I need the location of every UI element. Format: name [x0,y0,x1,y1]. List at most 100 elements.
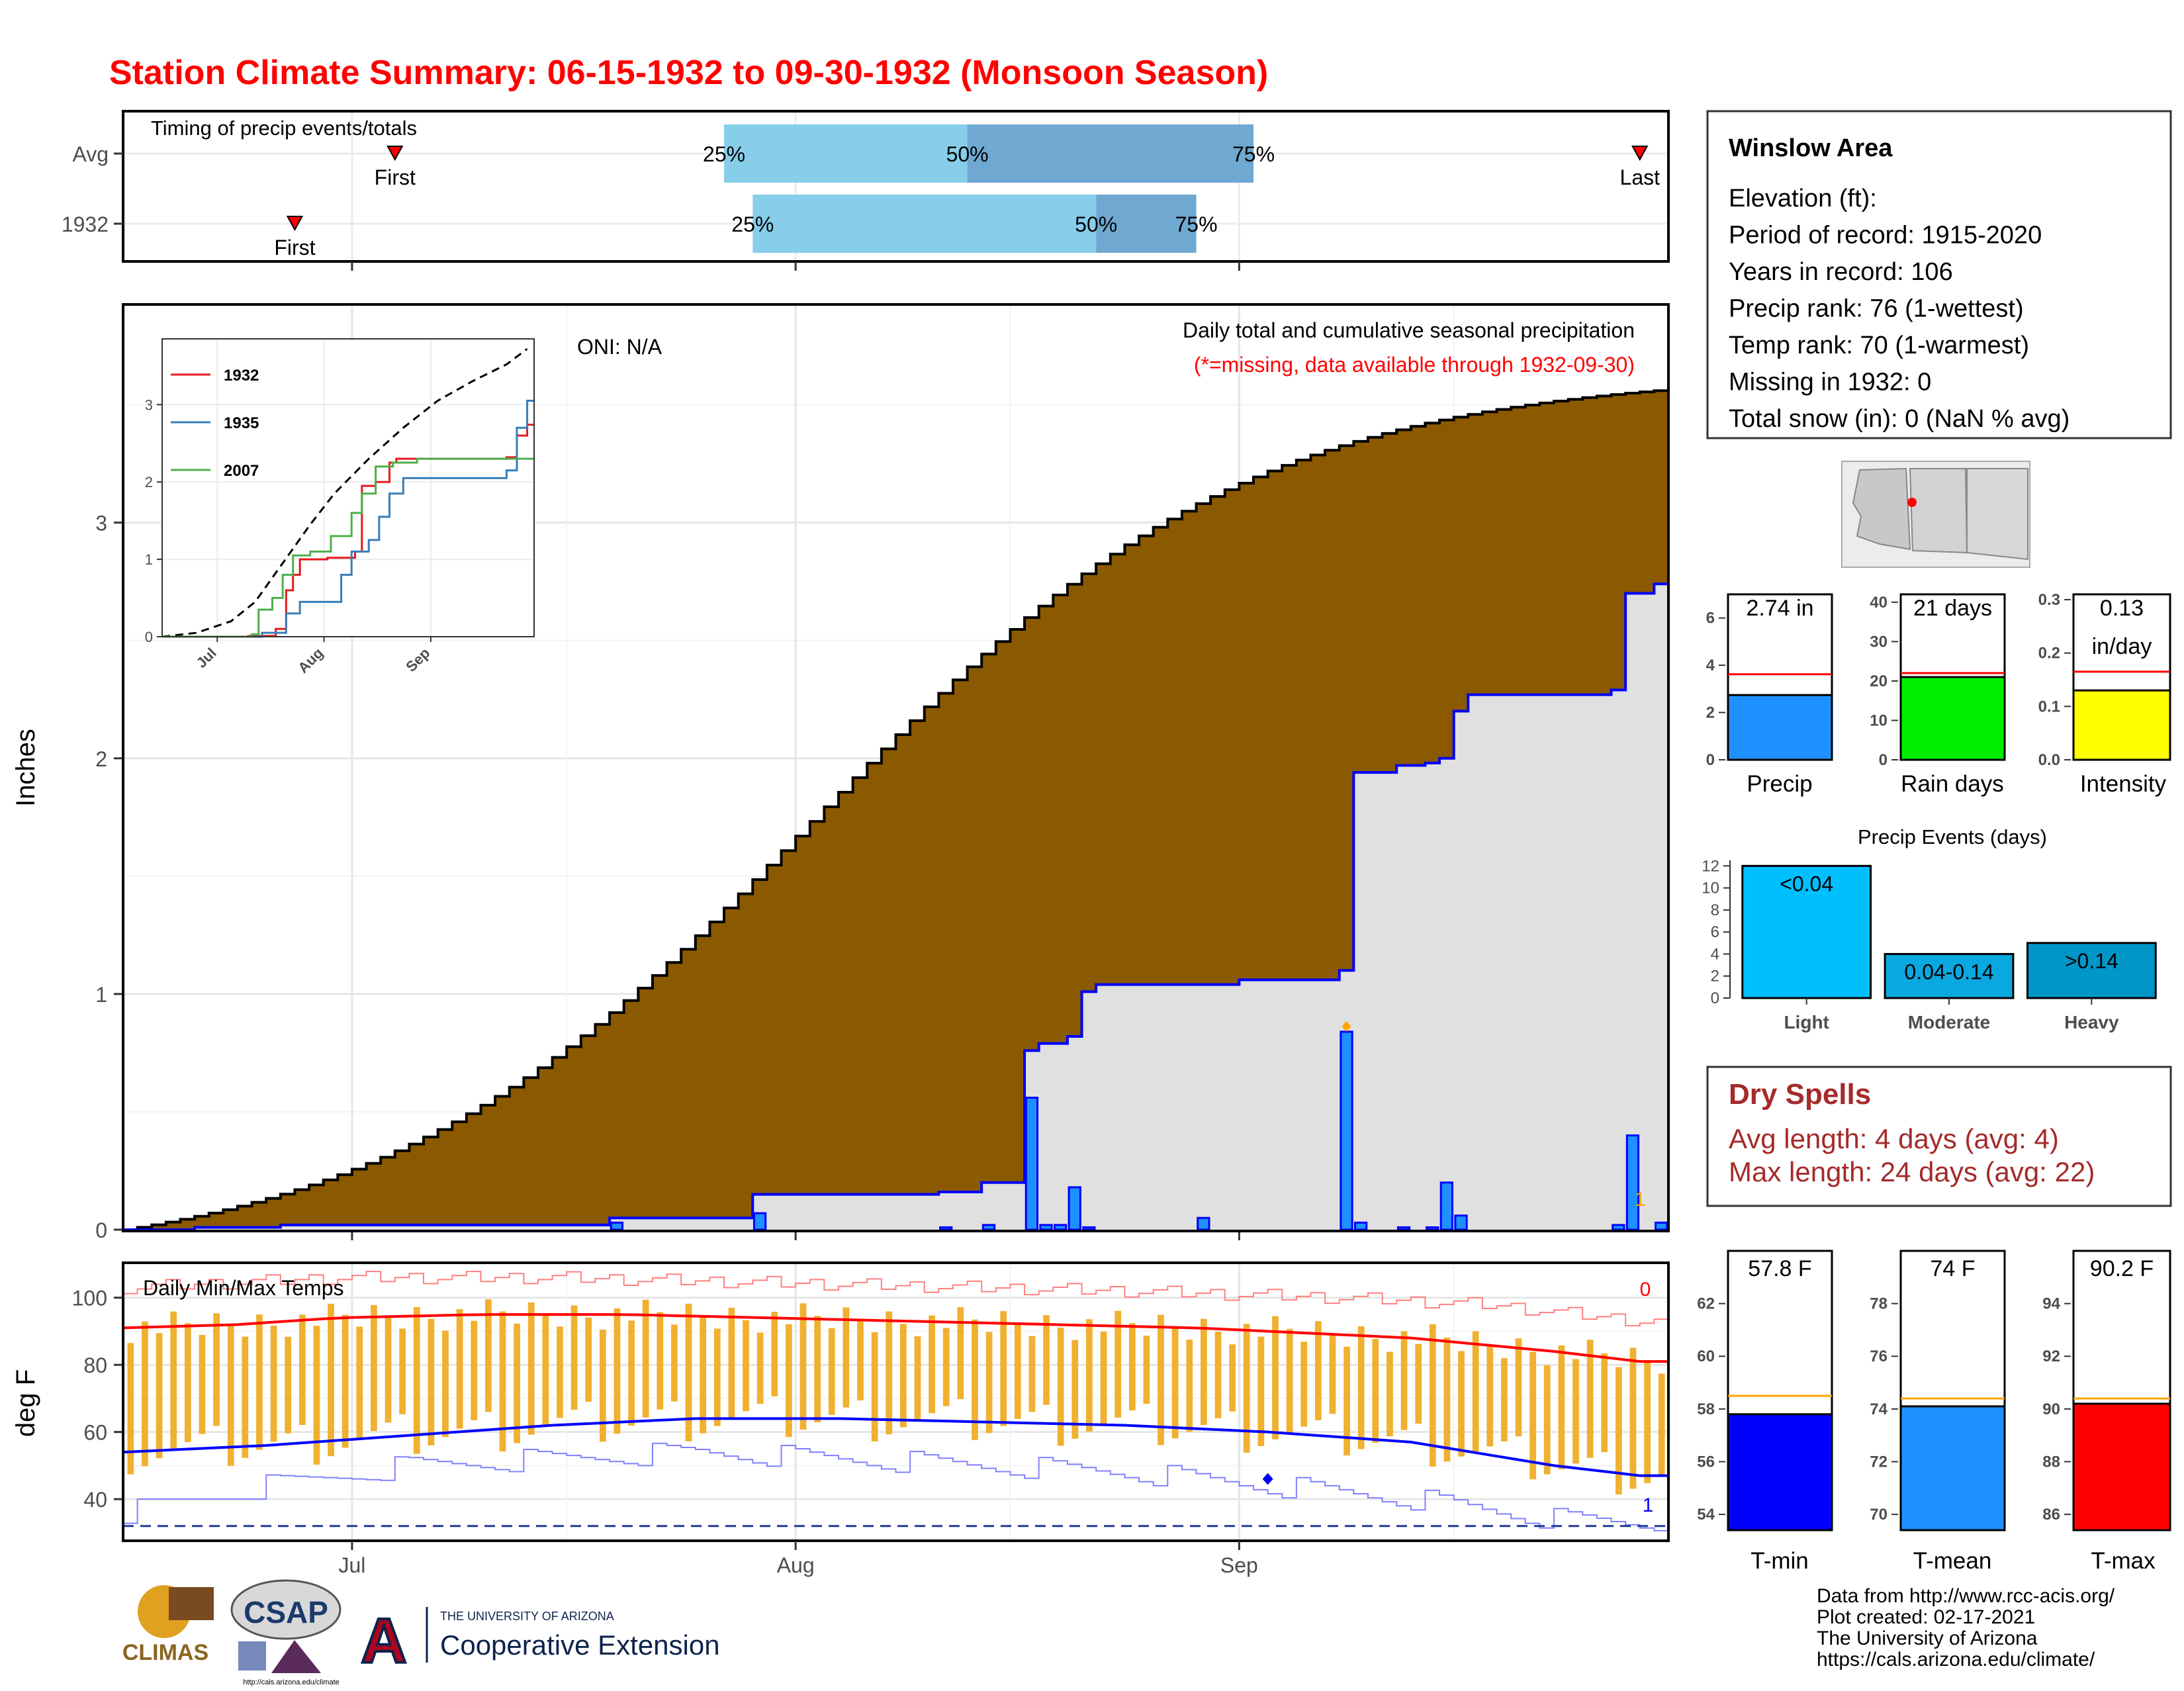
station-info-frame [1706,110,2172,439]
daily-precip-bar [981,1224,996,1231]
daily-temp-bar [484,1299,492,1412]
daily-temp-bar [570,1305,578,1410]
station-location-dot [1907,498,1917,507]
temp-bar-tmean [1899,1405,2006,1531]
events-y-tick-label: 0 [1711,989,1719,1007]
daily-temp-bar [1028,1336,1036,1412]
temp-gridlines [123,1264,1668,1539]
daily-temp-bar [1043,1315,1050,1405]
summary-y-tick-label: 0.3 [2038,591,2060,609]
summary-y-tick-label: 0.1 [2038,698,2060,715]
timing-label-50: 50% [1075,212,1117,236]
temp-panel-bg [123,1263,1668,1541]
csap-cloud [230,1579,341,1640]
daily-max-marker [1342,1021,1351,1032]
daily-temp-bar [1186,1340,1193,1432]
timing-row-label: Avg [72,142,109,166]
events-y-tick-label: 4 [1711,945,1719,963]
precip-y-tick-label: 1 [95,983,107,1007]
timing-row-label: 1932 [62,212,109,236]
daily-temp-bar [1286,1328,1293,1434]
daily-temp-bar [413,1306,420,1454]
daily-precip-bar [610,1221,624,1231]
summary-y-tick-label: 4 [1706,657,1715,674]
csap-url: http://cals.arizona.edu/climate [243,1678,340,1686]
timing-panel: Timing of precip events/totals 25% 50% 75%… [62,110,1760,271]
inset-y-tick-label: 2 [145,474,153,490]
timing-label-25: 25% [703,142,745,166]
climas-logo: CLIMAS [122,1585,214,1665]
daily-temp-bar [871,1332,878,1441]
precip-ylabel: Inches [11,729,40,807]
daily-temp-bar [328,1303,334,1457]
daily-temp-bar [527,1302,535,1435]
summary-value-unit-intensity: in/day [2092,634,2152,659]
daily-precip-bar [1068,1186,1081,1231]
daily-temp-bar [298,1314,306,1426]
precip-y-tick-label: 3 [95,512,107,535]
timing-label-first: First [375,165,416,189]
daily-temp-bar [471,1320,478,1420]
timing-label-first: First [274,236,315,259]
daily-temp-bar [170,1311,177,1451]
daily-temp-bar [142,1321,148,1467]
daily-temp-bar [256,1314,263,1450]
temp-summary-y-tick-label: 78 [1870,1295,1888,1313]
daily-temp-bar [127,1343,134,1475]
timing-label-75: 75% [1232,142,1275,166]
temp-value-tmean: 74 F [1930,1256,1975,1281]
daily-temp-bar [1272,1316,1279,1440]
station-info-line: Missing in 1932: 0 [1729,369,1931,396]
daily-precip-bar [1082,1226,1096,1231]
daily-precip-bar [1426,1226,1439,1231]
avg-cumulative-line [123,389,1668,1231]
year-cumulative-line [123,582,1668,1231]
climas-logo-block [169,1587,214,1620]
daily-temp-bar [442,1330,449,1438]
daily-precip-bar [1197,1216,1210,1231]
daily-temp-bar [1400,1331,1408,1430]
temp-plot-area: 40 60 80 100 [72,1271,1668,1531]
temp-avg-max-line [122,1313,1668,1363]
daily-temp-bar [914,1336,921,1420]
daily-temp-bar [743,1320,749,1412]
temp-avg-min-line [122,1417,1668,1477]
precip-panel-border [122,303,1670,1232]
csap-logo: CSAP http://cals.arizona.edu/climate [230,1579,341,1686]
temp-summary-panels: 57.8 F 54 56 58 60 62 T-min 74 F 70 72 74 76 78 T-mea… [1697,1250,2171,1574]
daily-temp-bar [1415,1344,1422,1424]
new-mexico-shape [1909,468,1968,554]
daily-temp-bar [227,1324,234,1466]
daily-temp-bar [799,1303,807,1430]
event-category-label: Moderate [1908,1012,1990,1032]
daily-temp-bar [1572,1359,1579,1464]
daily-temp-bar [599,1329,606,1442]
east-states-shape [1966,468,2028,561]
daily-temp-bar [1014,1323,1021,1419]
daily-temp-bar [1387,1351,1393,1437]
daily-temp-bar [356,1326,363,1440]
temp-summary-y-tick-label: 74 [1870,1400,1888,1418]
daily-temp-bar [756,1332,764,1404]
daily-temp-bar [456,1308,463,1429]
inset-frame-bg [162,339,534,637]
temp-summary-y-tick-label: 58 [1697,1400,1715,1418]
daily-temp-bar [1629,1348,1637,1489]
summary-y-tick-label: 0.2 [2038,645,2060,663]
timing-rows: 25%50%75%FirstLastAvg25%50%75%FirstLast1… [62,111,1760,271]
daily-precip-bar [939,1226,953,1231]
daily-temp-bar [371,1304,377,1432]
x-axis-tick-label: Sep [1220,1553,1258,1577]
summary-y-tick-label: 40 [1870,594,1888,612]
station-info-line: Period of record: 1915-2020 [1729,222,2042,250]
inset-avg-dashed-line [161,347,528,638]
daily-precip-bar [1354,1221,1368,1231]
credit-line: Plot created: 02-17-2021 [1817,1606,2035,1628]
precip-events-panel: Precip Events (days) <0.04 Light 0.04-0.14 M… [1702,825,2157,1032]
daily-temp-bar [657,1312,664,1410]
summary-label-precip: Precip [1747,771,1812,797]
daily-temp-bar [1558,1345,1565,1469]
daily-temp-bar [728,1307,735,1419]
daily-temp-bar [1314,1321,1322,1420]
shared-x-axis: Jul Aug Sep [338,1541,1258,1577]
